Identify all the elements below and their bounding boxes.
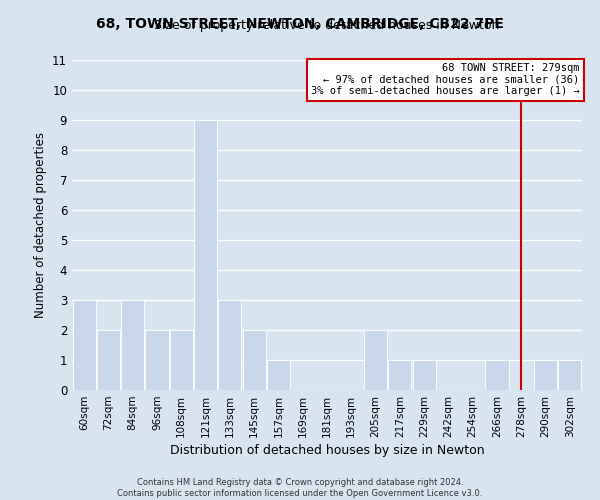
Bar [97, 330, 120, 390]
Bar [218, 300, 241, 390]
Bar [242, 330, 266, 390]
Bar [364, 330, 387, 390]
Bar [267, 360, 290, 390]
Bar [534, 360, 557, 390]
Text: 68 TOWN STREET: 279sqm
← 97% of detached houses are smaller (36)
3% of semi-deta: 68 TOWN STREET: 279sqm ← 97% of detached… [311, 64, 580, 96]
Bar [559, 360, 581, 390]
Bar [194, 120, 217, 390]
Bar [170, 330, 193, 390]
X-axis label: Distribution of detached houses by size in Newton: Distribution of detached houses by size … [170, 444, 484, 457]
Bar [388, 360, 412, 390]
Bar [413, 360, 436, 390]
Text: Contains HM Land Registry data © Crown copyright and database right 2024.
Contai: Contains HM Land Registry data © Crown c… [118, 478, 482, 498]
Bar [121, 300, 144, 390]
Bar [73, 300, 95, 390]
Bar [145, 330, 169, 390]
Title: Size of property relative to detached houses in Newton: Size of property relative to detached ho… [154, 20, 500, 32]
Bar [485, 360, 509, 390]
Text: 68, TOWN STREET, NEWTON, CAMBRIDGE, CB22 7PE: 68, TOWN STREET, NEWTON, CAMBRIDGE, CB22… [96, 18, 504, 32]
Y-axis label: Number of detached properties: Number of detached properties [34, 132, 47, 318]
